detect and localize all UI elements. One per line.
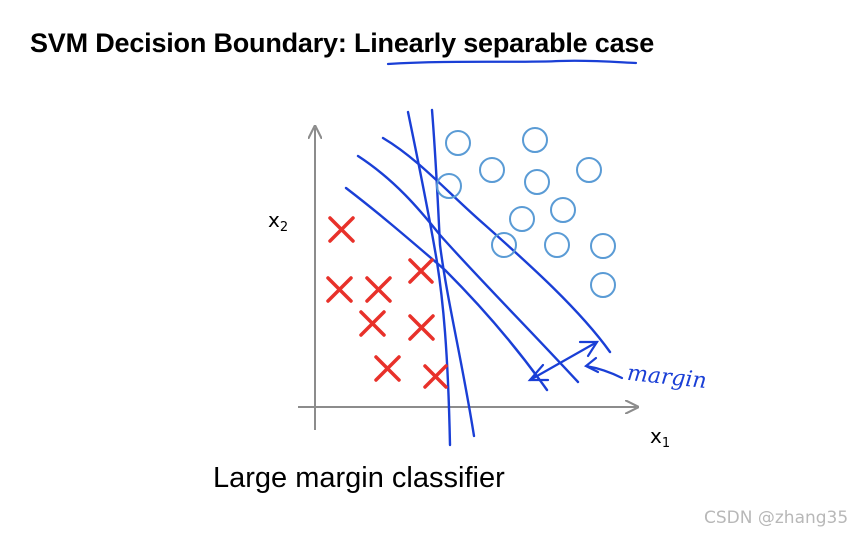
negative-samples [326,216,448,389]
positive-sample [445,130,471,156]
x-axis-label: x1 [650,424,671,451]
title-suffix: case [587,28,655,58]
alt-boundary-2 [430,108,476,438]
title-highlight: Linearly separable [353,28,588,58]
negative-sample [328,216,355,243]
title-underline [386,59,638,66]
positive-sample [590,233,616,259]
negative-sample [408,314,435,341]
positive-sample [524,169,550,195]
caption: Large margin classifier [213,462,505,494]
margin-arrow-head-right [578,340,600,358]
y-axis-label: x2 [268,208,289,235]
negative-sample [359,310,386,337]
margin-line-lower [344,186,549,392]
title-prefix: SVM Decision Boundary: [30,28,354,58]
margin-line-upper [381,136,612,354]
positive-sample [509,206,535,232]
positive-sample [479,157,505,183]
negative-sample [365,276,392,303]
positive-sample [590,272,616,298]
negative-sample [423,364,448,389]
positive-sample [576,157,602,183]
watermark: CSDN @zhang35 [704,508,849,528]
positive-sample [491,232,517,258]
negative-sample [408,258,434,284]
positive-sample [544,232,570,258]
negative-sample [374,355,401,382]
positive-samples [436,127,616,298]
positive-sample [436,173,462,199]
margin-label-pointer [583,356,624,380]
decision-boundary [356,154,580,384]
negative-sample [326,276,353,303]
slide-title: SVM Decision Boundary: Linearly separabl… [30,28,654,59]
positive-sample [550,197,576,223]
positive-sample [522,127,548,153]
margin-arrow-head-left [527,363,550,382]
margin-arrow [528,340,599,382]
